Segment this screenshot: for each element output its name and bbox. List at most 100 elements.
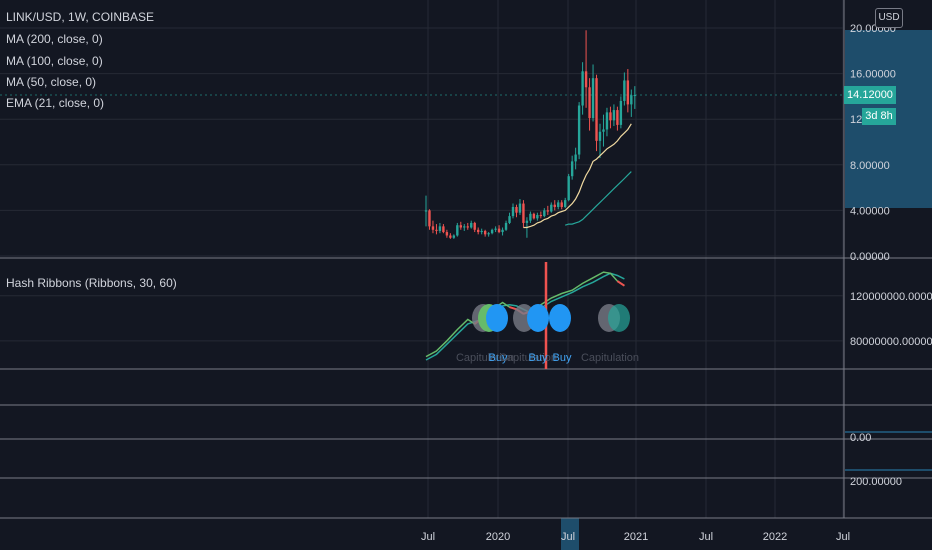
candle-body	[577, 105, 581, 155]
candle-body	[435, 229, 438, 231]
last-price-tag: 14.12000	[844, 86, 896, 104]
candle-body	[442, 226, 445, 233]
grid-layer	[0, 0, 844, 518]
buy-label: Buy	[529, 352, 548, 364]
hash-axis-label: 120000000.00000	[850, 291, 932, 303]
ema21-line	[523, 123, 632, 229]
candle-body	[543, 210, 546, 217]
indicator-ema21[interactable]: EMA (21, close, 0)	[6, 96, 105, 110]
candle-body	[633, 95, 636, 97]
ribbon-capitulation-segment	[509, 306, 517, 311]
axis-marker-zero	[845, 431, 932, 433]
candle-body	[525, 220, 529, 223]
candle-body	[623, 80, 626, 101]
candle-body	[560, 202, 563, 207]
time-axis-label: Jul	[421, 531, 435, 543]
candle-body	[588, 87, 591, 119]
candle-body	[609, 112, 612, 121]
candle-body	[511, 206, 515, 217]
candle-body	[452, 235, 456, 238]
candle-body	[477, 229, 480, 233]
currency-button[interactable]: USD	[875, 8, 903, 28]
candle-body	[515, 206, 518, 213]
candle-body	[504, 222, 508, 230]
candle-body	[539, 214, 543, 217]
candle-body	[449, 235, 452, 238]
hash-ribbons-title[interactable]: Hash Ribbons (Ribbons, 30, 60)	[6, 276, 177, 290]
symbol-title[interactable]: LINK/USD, 1W, COINBASE	[6, 10, 155, 24]
candle-body	[550, 204, 553, 212]
ma50-line	[565, 171, 632, 226]
candle-body	[619, 100, 623, 125]
candle-body	[595, 78, 598, 141]
candle-body	[431, 226, 435, 230]
capitulation-label: Capitulation	[456, 352, 514, 364]
capitulation-label: Capitulation	[499, 352, 557, 364]
candle-body	[494, 228, 497, 230]
candle-body	[591, 78, 595, 119]
candle-body	[473, 222, 476, 230]
time-axis-label: 2020	[486, 531, 510, 543]
candle-body	[480, 230, 483, 233]
candle-body	[532, 213, 536, 219]
time-axis-label: Jul	[836, 531, 850, 543]
bar-countdown-tag: 3d 8h	[862, 108, 896, 125]
buy-label: Buy	[553, 352, 572, 364]
candle-body	[483, 230, 487, 235]
axis-marker-200	[845, 469, 932, 471]
signal-circle	[527, 304, 549, 332]
candle-body	[490, 229, 494, 234]
price-axis-label: 0.00000	[850, 251, 890, 263]
candle-body	[626, 80, 630, 105]
moving-average-layer	[523, 123, 632, 229]
hash-axis-label: 80000000.00000	[850, 336, 932, 348]
candle-body	[570, 161, 574, 177]
candle-body	[487, 233, 490, 235]
candle-body	[438, 226, 442, 231]
candle-body	[574, 154, 577, 162]
price-axis-label: 16.00000	[850, 69, 896, 81]
candle-body	[463, 226, 466, 228]
candle-body	[584, 71, 588, 88]
candle-body	[501, 229, 504, 233]
indicator-ma200[interactable]: MA (200, close, 0)	[6, 32, 103, 46]
candle-body	[428, 210, 431, 227]
candle-body	[459, 225, 462, 228]
candle-body	[522, 203, 525, 223]
pane-axis-label-zero: 0.00	[850, 432, 871, 444]
candle-body	[518, 203, 522, 213]
signal-circle	[608, 304, 630, 332]
candle-body	[567, 176, 570, 201]
candle-body	[497, 228, 501, 233]
candle-body	[605, 112, 609, 130]
time-axis-label: Jul	[561, 531, 575, 543]
pane-borders	[0, 0, 932, 519]
candle-body	[564, 200, 567, 207]
axis-layer: Jul 2020 Jul 2021 Jul 2022 Jul20.0000016.00000…	[421, 23, 932, 543]
candle-body	[557, 202, 560, 207]
price-axis-label: 8.00000	[850, 160, 890, 172]
time-axis-label: 2022	[763, 531, 787, 543]
candle-body	[536, 214, 539, 219]
candle-body	[553, 204, 556, 207]
candle-body	[616, 110, 619, 125]
pane-axis-label-200: 200.00000	[850, 476, 902, 488]
candle-body	[470, 222, 473, 228]
time-axis-highlight	[561, 518, 579, 550]
candle-body	[602, 129, 605, 132]
indicator-ma50[interactable]: MA (50, close, 0)	[6, 75, 97, 89]
indicator-ma100[interactable]: MA (100, close, 0)	[6, 54, 103, 68]
capitulation-label: Capitulation	[581, 352, 639, 364]
candle-body	[598, 131, 602, 141]
candle-body	[445, 232, 449, 236]
candle-body	[630, 95, 633, 105]
price-axis-label: 4.00000	[850, 205, 890, 217]
candle-body	[581, 71, 584, 106]
buy-label: Buy	[489, 352, 508, 364]
candle-body	[456, 225, 459, 236]
signal-circle	[486, 304, 508, 332]
ribbon-capitulation-segment	[616, 280, 625, 287]
